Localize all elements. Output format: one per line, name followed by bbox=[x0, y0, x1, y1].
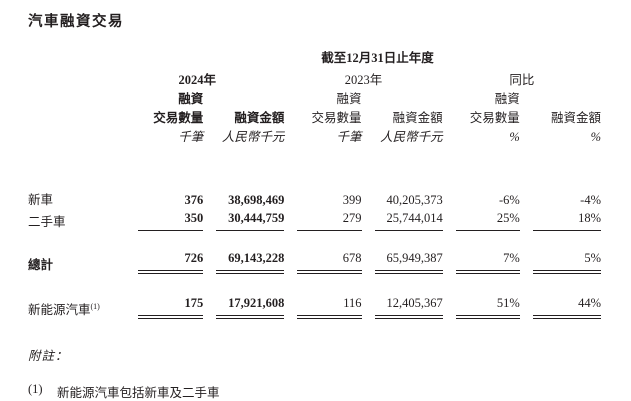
row-label: 總計 bbox=[28, 258, 54, 273]
cell-2023-amt: 65,949,387 bbox=[374, 249, 443, 275]
cell-yoy-qty: 51% bbox=[455, 294, 520, 320]
note-item: (1) 新能源汽車包括新車及二手車 bbox=[28, 382, 603, 401]
cell-2023-qty: 678 bbox=[297, 249, 362, 275]
note-marker: (1) bbox=[28, 382, 43, 397]
col-unit: % bbox=[590, 129, 601, 144]
page-title: 汽車融資交易 bbox=[28, 14, 124, 30]
col-header bbox=[203, 89, 284, 108]
cell-yoy-amt: 18% bbox=[532, 209, 601, 232]
cell-2024-amt: 30,444,759 bbox=[216, 209, 285, 232]
footnote-marker: (1) bbox=[90, 302, 100, 312]
row-label: 新車 bbox=[28, 192, 54, 207]
row-label: 二手車 bbox=[28, 215, 66, 229]
cell-2023-qty: 399 bbox=[342, 192, 362, 207]
cell-yoy-amt: 5% bbox=[532, 249, 601, 275]
col-header: 融資金額 bbox=[550, 110, 601, 125]
period-header: 截至12月31日止年度 bbox=[321, 50, 434, 65]
col-header: 融資 bbox=[336, 91, 362, 106]
cell-yoy-amt: -4% bbox=[580, 192, 601, 207]
financing-table: 截至12月31日止年度 2024年 2023年 同比 融資 融資 融資 交易數量… bbox=[28, 47, 601, 320]
note-text: 新能源汽車包括新車及二手車 bbox=[57, 386, 220, 401]
col-header bbox=[520, 89, 601, 108]
col-header: 融資金額 bbox=[392, 110, 443, 125]
year-2023-header: 2023年 bbox=[344, 72, 383, 87]
col-unit: 千筆 bbox=[178, 129, 204, 144]
col-unit: 千筆 bbox=[336, 129, 362, 144]
cell-2024-qty: 726 bbox=[138, 249, 204, 275]
table-row-new-car: 新車 376 38,698,469 399 40,205,373 -6% -4% bbox=[28, 188, 601, 209]
col-unit: 人民幣千元 bbox=[221, 129, 285, 144]
col-header bbox=[362, 89, 443, 108]
table-row-used-car: 二手車 350 30,444,759 279 25,744,014 25% 18… bbox=[28, 209, 601, 232]
header-period-row: 截至12月31日止年度 bbox=[28, 47, 601, 67]
cell-2023-amt: 12,405,367 bbox=[374, 294, 443, 320]
cell-2024-amt: 38,698,469 bbox=[228, 192, 285, 207]
col-header: 交易數量 bbox=[311, 110, 362, 125]
year-2024-header: 2024年 bbox=[178, 72, 217, 87]
table-row-nev: 新能源汽車(1) 175 17,921,608 116 12,405,367 5… bbox=[28, 294, 601, 320]
cell-2023-amt: 40,205,373 bbox=[386, 192, 443, 207]
cell-2023-qty: 116 bbox=[297, 294, 362, 320]
yoy-header: 同比 bbox=[509, 72, 535, 87]
cell-2024-qty: 376 bbox=[184, 192, 204, 207]
col-header: 交易數量 bbox=[469, 110, 520, 125]
row-label: 新能源汽車 bbox=[28, 303, 91, 318]
header-units-row: 千筆 人民幣千元 千筆 人民幣千元 % % bbox=[28, 127, 601, 188]
cell-2023-amt: 25,744,014 bbox=[374, 209, 443, 232]
col-unit: 人民幣千元 bbox=[380, 129, 443, 144]
table-row-total: 總計 726 69,143,228 678 65,949,387 7% 5% bbox=[28, 249, 601, 275]
col-header: 融資金額 bbox=[234, 110, 285, 125]
spacer-row bbox=[28, 231, 601, 249]
cell-yoy-qty: 25% bbox=[455, 209, 520, 232]
cell-yoy-amt: 44% bbox=[532, 294, 601, 320]
notes-heading: 附註： bbox=[28, 349, 69, 364]
col-header: 融資 bbox=[178, 91, 204, 106]
cell-2024-amt: 17,921,608 bbox=[216, 294, 285, 320]
cell-2024-qty: 350 bbox=[138, 209, 204, 232]
cell-yoy-qty: 7% bbox=[455, 249, 520, 275]
cell-2024-amt: 69,143,228 bbox=[216, 249, 285, 275]
header-subline1-row: 融資 融資 融資 bbox=[28, 89, 601, 108]
header-years-row: 2024年 2023年 同比 bbox=[28, 67, 601, 89]
cell-2024-qty: 175 bbox=[138, 294, 204, 320]
notes-section: 附註： (1) 新能源汽車包括新車及二手車 bbox=[28, 345, 603, 401]
spacer-row bbox=[28, 274, 601, 294]
header-subline2-row: 交易數量 融資金額 交易數量 融資金額 交易數量 融資金額 bbox=[28, 108, 601, 127]
col-header: 交易數量 bbox=[153, 110, 204, 125]
col-header: 融資 bbox=[494, 91, 520, 106]
cell-2023-qty: 279 bbox=[297, 209, 362, 232]
cell-yoy-qty: -6% bbox=[498, 192, 520, 207]
col-unit: % bbox=[509, 129, 520, 144]
